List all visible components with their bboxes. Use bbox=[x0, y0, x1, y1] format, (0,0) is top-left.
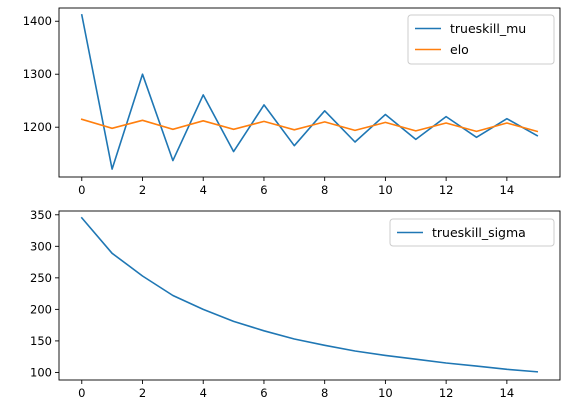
legend-label: trueskill_sigma bbox=[432, 225, 526, 240]
y-tick-label: 150 bbox=[30, 334, 52, 348]
series-line-elo bbox=[80, 118, 539, 133]
series-line-trueskill-sigma bbox=[80, 216, 539, 373]
x-tick-label: 8 bbox=[321, 386, 328, 400]
legend-label: trueskill_mu bbox=[450, 21, 526, 36]
x-tick-label: 10 bbox=[378, 183, 393, 197]
x-tick-label: 10 bbox=[378, 386, 393, 400]
y-tick-label: 100 bbox=[30, 365, 52, 379]
x-tick-label: 8 bbox=[321, 183, 328, 197]
legend-label: elo bbox=[450, 42, 469, 57]
x-tick-label: 14 bbox=[500, 183, 515, 197]
x-tick-label: 6 bbox=[260, 386, 267, 400]
axes-frame bbox=[58, 210, 561, 381]
x-tick-label: 0 bbox=[78, 183, 85, 197]
axes-frame bbox=[58, 7, 561, 178]
x-tick-label: 4 bbox=[200, 386, 207, 400]
x-tick-label: 2 bbox=[139, 386, 146, 400]
x-tick-label: 2 bbox=[139, 183, 146, 197]
bottom-subplot: 0 2 4 6 8 10 12 14 100 150 200 250 300 350 trueskill_s… bbox=[30, 208, 561, 400]
y-tick-label: 350 bbox=[30, 208, 52, 222]
x-tick-label: 0 bbox=[78, 386, 85, 400]
x-tick-label: 12 bbox=[439, 183, 454, 197]
x-tick-label: 14 bbox=[500, 386, 515, 400]
legend-box bbox=[407, 14, 555, 65]
x-tick-label: 12 bbox=[439, 386, 454, 400]
x-tick-label: 6 bbox=[260, 183, 267, 197]
y-tick-label: 300 bbox=[30, 239, 52, 253]
y-tick-label: 1400 bbox=[23, 14, 52, 28]
y-tick-label: 1200 bbox=[23, 120, 52, 134]
y-tick-label: 1300 bbox=[23, 67, 52, 81]
y-tick-label: 200 bbox=[30, 302, 52, 316]
y-tick-label: 250 bbox=[30, 271, 52, 285]
x-tick-label: 4 bbox=[200, 183, 207, 197]
legend-box bbox=[389, 218, 555, 247]
